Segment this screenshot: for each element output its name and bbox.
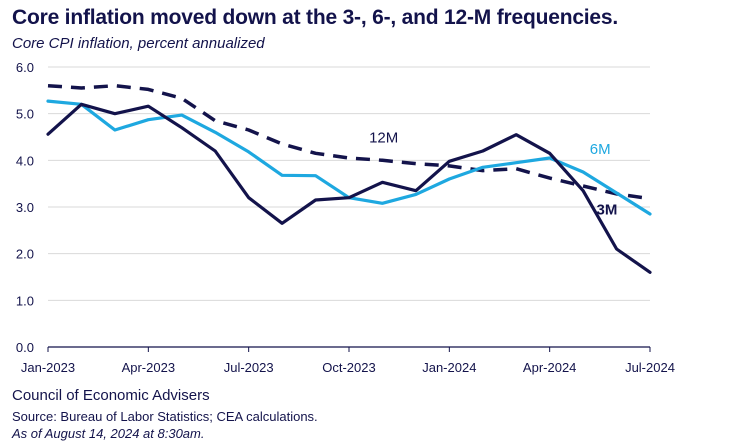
x-tick-label: Oct-2023 (322, 360, 375, 375)
y-tick-label: 3.0 (16, 200, 34, 215)
x-tick-label: Apr-2024 (523, 360, 576, 375)
footer-source: Source: Bureau of Labor Statistics; CEA … (12, 409, 318, 424)
series-line-3m (46, 102, 652, 274)
series-line-12m (47, 83, 651, 201)
axes: 0.0 1.0 2.0 3.0 4.0 5.0 6.0 Jan-2023 Apr-2023 Jul… (16, 60, 675, 375)
series-lines (46, 83, 652, 274)
y-tick-label: 0.0 (16, 340, 34, 355)
x-tick-label: Jan-2024 (422, 360, 476, 375)
y-tick-label: 2.0 (16, 247, 34, 262)
y-tick-label: 4.0 (16, 153, 34, 168)
x-tick-label: Jul-2023 (224, 360, 274, 375)
chart-subtitle: Core CPI inflation, percent annualized (12, 35, 265, 52)
x-tick-label: Jul-2024 (625, 360, 675, 375)
series-labels: 3M 6M 12M (369, 129, 617, 218)
y-tick-label: 1.0 (16, 293, 34, 308)
chart-title: Core inflation moved down at the 3-, 6-,… (12, 6, 619, 29)
footer-as-of: As of August 14, 2024 at 8:30am. (12, 426, 205, 441)
gridlines (48, 66, 650, 301)
x-tick-label: Jan-2023 (21, 360, 75, 375)
series-label-3m: 3M (596, 202, 617, 219)
x-tick-label: Apr-2023 (122, 360, 175, 375)
series-label-6m: 6M (590, 141, 611, 158)
y-tick-label: 5.0 (16, 107, 34, 122)
series-label-12m: 12M (369, 129, 398, 146)
footer-organization: Council of Economic Advisers (12, 387, 210, 404)
y-tick-label: 6.0 (16, 60, 34, 75)
